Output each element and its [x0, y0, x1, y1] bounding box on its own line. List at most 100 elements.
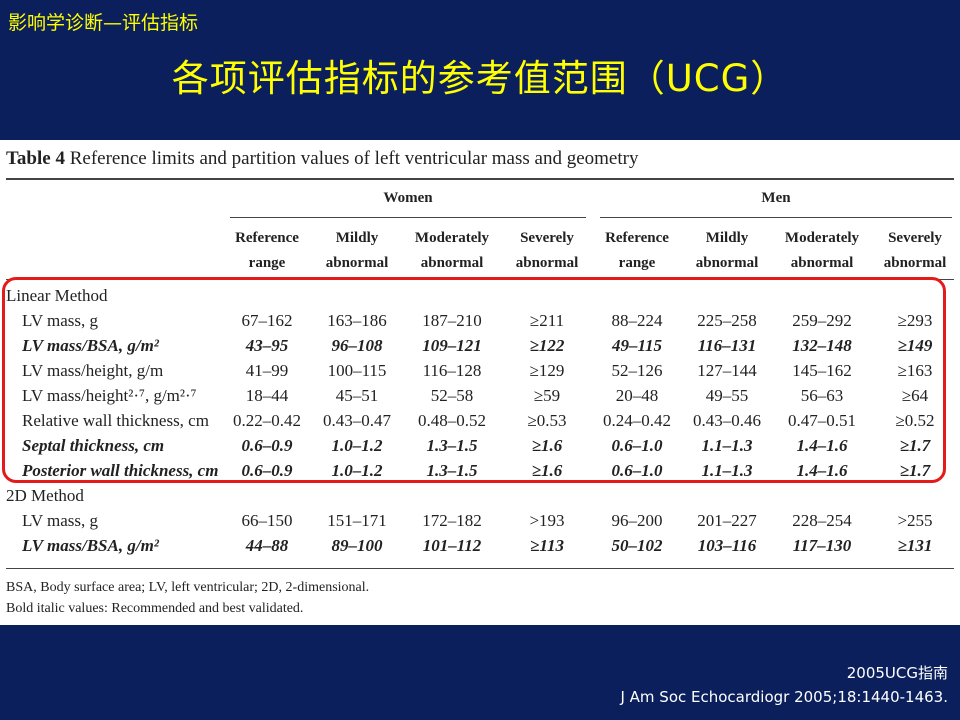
table-cell: ≥0.53: [527, 411, 567, 430]
table-cell: 1.4–1.6: [796, 436, 848, 455]
table-cell: ≥1.7: [899, 436, 931, 455]
table-cell: 0.6–0.9: [241, 461, 293, 480]
table-cell: 45–51: [335, 386, 379, 405]
group-label-men: Men: [761, 190, 791, 206]
column-header-line1: Mildly: [335, 230, 379, 246]
table-cell: 145–162: [792, 361, 852, 380]
table-cell: ≥149: [897, 336, 933, 355]
table-cell: 96–108: [331, 336, 383, 355]
table-cell: 151–171: [327, 511, 387, 530]
table-cell: 67–162: [241, 311, 293, 330]
table-cell: 1.3–1.5: [426, 461, 478, 480]
column-header-line2: range: [618, 255, 656, 271]
column-header: Mildly abnormal: [680, 226, 774, 276]
table-cell: ≥1.6: [531, 436, 563, 455]
table-cell: 101–112: [422, 536, 482, 555]
reference-table-panel: Table 4 Reference limits and partition v…: [0, 140, 960, 625]
table-cell: 96–200: [611, 511, 663, 530]
table-cell: 50–102: [611, 536, 663, 555]
table-cell: ≥293: [897, 311, 933, 330]
table-cell: ≥113: [530, 536, 564, 555]
table-cell: 89–100: [331, 536, 383, 555]
table-cell: 225–258: [697, 311, 757, 330]
column-header-line1: Severely: [888, 230, 942, 246]
table-cell: 116–128: [422, 361, 482, 380]
table-cell: 132–148: [792, 336, 852, 355]
footnote-bold-italic: Bold italic values: Recommended and best…: [6, 601, 304, 616]
group-label-women: Women: [383, 190, 433, 206]
table-cell: 117–130: [792, 536, 852, 555]
table-cell: ≥122: [529, 336, 565, 355]
table-cell: 43–95: [245, 336, 289, 355]
top-rule: [6, 178, 954, 180]
slide-title: 各项评估指标的参考值范围（UCG）: [171, 57, 789, 100]
column-header-line2: abnormal: [420, 255, 484, 271]
table-cell: ≥163: [897, 361, 933, 380]
table-cell: 0.22–0.42: [233, 411, 301, 430]
table-cell: 163–186: [327, 311, 387, 330]
column-header-line2: range: [248, 255, 286, 271]
table-cell: ≥64: [901, 386, 929, 405]
table-cell: 0.48–0.52: [418, 411, 486, 430]
table-cell: ≥131: [897, 536, 933, 555]
table-cell: 1.1–1.3: [701, 436, 753, 455]
table-cell: ≥1.7: [899, 461, 931, 480]
column-header: Reference range: [590, 226, 684, 276]
table-cell: 56–63: [800, 386, 844, 405]
table-cell: 0.43–0.47: [323, 411, 391, 430]
row-label: LV mass/BSA, g/m²: [22, 536, 159, 555]
table-cell: 41–99: [245, 361, 289, 380]
table-cell: 172–182: [422, 511, 482, 530]
table-cell: 44–88: [245, 536, 289, 555]
row-label: LV mass/height, g/m: [22, 361, 164, 380]
table-cell: ≥129: [529, 361, 565, 380]
row-label: Relative wall thickness, cm: [22, 411, 209, 430]
column-header-line1: Reference: [605, 230, 669, 246]
table-cell: 0.43–0.46: [693, 411, 761, 430]
column-header: Reference range: [220, 226, 314, 276]
table-cell: 228–254: [792, 511, 852, 530]
column-header-line2: abnormal: [883, 255, 947, 271]
table-cell: 0.6–1.0: [611, 461, 663, 480]
column-header-line2: abnormal: [695, 255, 759, 271]
column-header-line2: abnormal: [790, 255, 854, 271]
table-cell: 201–227: [697, 511, 757, 530]
table-label: Table 4: [6, 148, 65, 169]
highlight-box-linear-method: [2, 277, 946, 483]
table-cell: 1.4–1.6: [796, 461, 848, 480]
table-cell: 1.3–1.5: [426, 436, 478, 455]
table-cell: ≥211: [529, 311, 565, 330]
table-cell: ≥59: [533, 386, 561, 405]
source-citation: J Am Soc Echocardiogr 2005;18:1440-1463.: [620, 688, 948, 706]
table-cell: 103–116: [697, 536, 757, 555]
row-label: Septal thickness, cm: [22, 436, 165, 455]
row-label: Posterior wall thickness, cm: [22, 461, 219, 480]
table-cell: 187–210: [422, 311, 482, 330]
row-label: LV mass, g: [22, 311, 99, 330]
men-group-rule: [600, 217, 952, 218]
column-header-line1: Reference: [235, 230, 299, 246]
footnote-abbreviations: BSA, Body surface area; LV, left ventric…: [6, 580, 370, 595]
column-header-line2: abnormal: [325, 255, 389, 271]
table-cell: ≥0.52: [895, 411, 935, 430]
table-cell: >193: [529, 511, 565, 530]
table-cell: 18–44: [245, 386, 289, 405]
table-cell: >255: [897, 511, 933, 530]
table-cell: 1.0–1.2: [331, 461, 383, 480]
column-header: Severely abnormal: [500, 226, 594, 276]
table-cell: 259–292: [792, 311, 852, 330]
column-header-line1: Severely: [520, 230, 574, 246]
table-cell: ≥1.6: [531, 461, 563, 480]
table-cell: 0.6–1.0: [611, 436, 663, 455]
table-cell: 0.24–0.42: [603, 411, 671, 430]
top-caption: 影响学诊断—评估指标: [8, 12, 199, 34]
table-cell: 109–121: [422, 336, 482, 355]
table-cell: 1.0–1.2: [331, 436, 383, 455]
table-cell: 49–55: [705, 386, 749, 405]
table-cell: 66–150: [241, 511, 293, 530]
table-cell: 100–115: [327, 361, 387, 380]
table-cell: 49–115: [611, 336, 663, 355]
table-heading: Table 4 Reference limits and partition v…: [6, 148, 638, 170]
women-group-rule: [230, 217, 586, 218]
table-cell: 52–126: [611, 361, 663, 380]
